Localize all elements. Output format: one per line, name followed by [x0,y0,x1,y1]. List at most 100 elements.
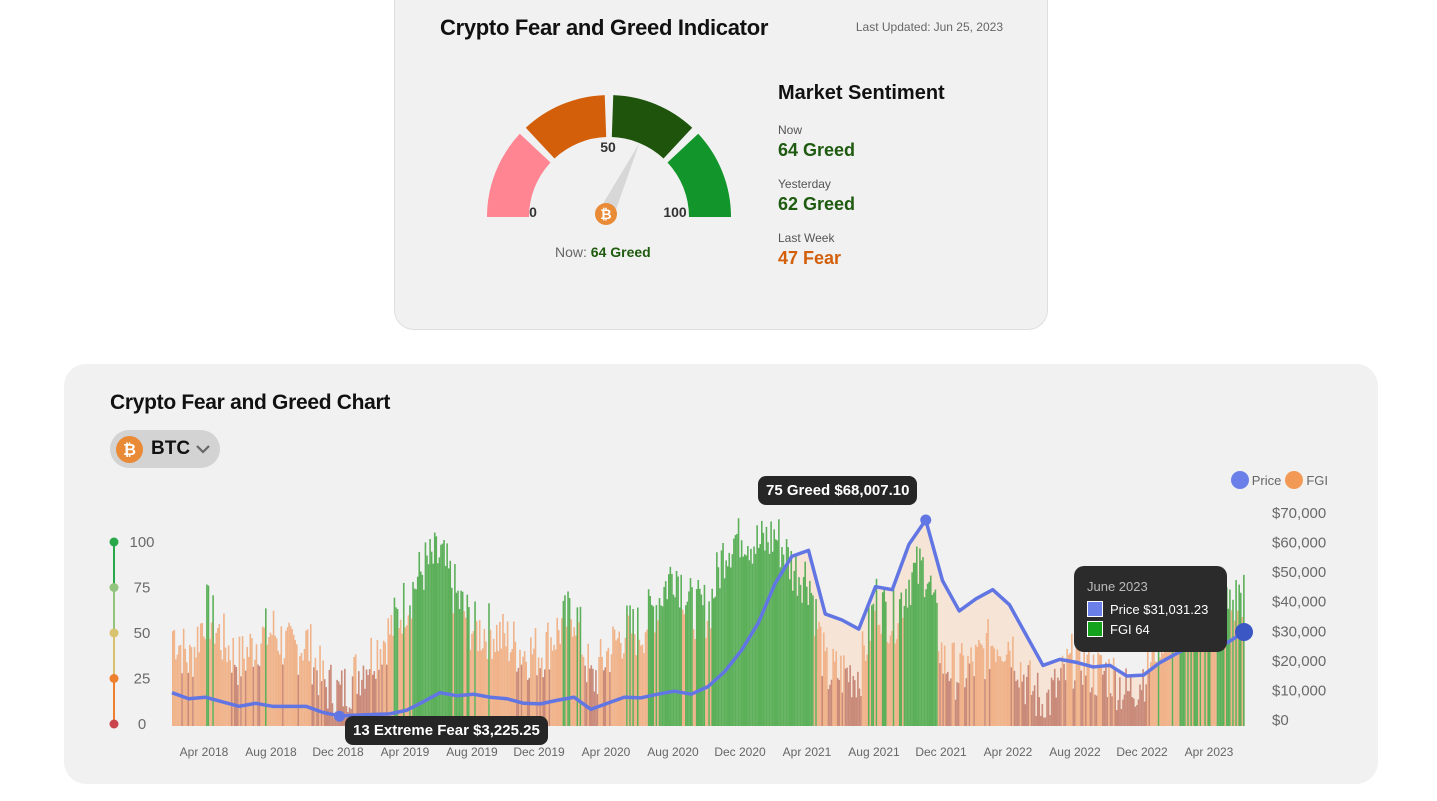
fgi-bar [1022,674,1025,726]
fgi-bar [379,649,382,726]
fgi-bar [545,631,548,726]
fgi-bar [1162,653,1165,726]
fgi-bar [940,642,943,726]
fgi-bar [929,575,932,726]
fgi-bar [874,610,876,726]
fgi-bar [798,577,800,726]
fgi-bar [624,637,627,726]
fgi-bar [1201,638,1203,726]
fgi-bar [480,650,483,726]
fgi-bar [996,649,999,726]
price-highlight-point[interactable] [334,710,345,722]
fgi-bar [615,640,617,726]
fgi-bar [925,589,927,726]
fgi-bar [840,655,842,726]
fgi-bar [255,644,258,726]
fgi-bar [621,658,624,726]
fgi-bar [581,654,583,726]
fgi-bar [886,642,889,726]
fgi-bar [1236,610,1239,726]
fgi-bar [1188,630,1191,726]
fgi-bar [376,639,379,726]
fgi-bar [306,629,309,726]
fgi-bar [457,590,459,726]
chart-title: Crypto Fear and Greed Chart [110,391,391,414]
fgi-bar [247,656,250,726]
fgi-bar [652,606,655,726]
fgi-bar [361,679,363,726]
fgi-bar [1145,684,1147,726]
fgi-bar [514,641,517,726]
price-highlight-point[interactable] [920,514,932,526]
fgi-bar [764,550,766,726]
fgi-bar [488,603,490,726]
sentiment-label: Last Week [778,231,835,245]
legend-fgi-swatch [1285,471,1304,489]
legend-price[interactable]: Price [1230,471,1281,489]
fgi-bar [979,643,982,726]
fgi-bar [1102,674,1104,726]
svg-text:₿: ₿ [123,441,136,459]
gauge-needle [598,143,640,218]
fgi-bar [477,651,479,726]
fgi-bar [869,640,872,726]
fgi-bar [1041,703,1044,726]
fgi-bar [1129,674,1132,726]
fear-greed-chart[interactable]: 100 75 50 25 0 $70,000 $60,000 $50,000 $40,000 $3… [64,364,1378,784]
fgi-bar [371,674,374,726]
fgi-bar [390,614,393,726]
fgi-bar [991,645,994,726]
x-axis-tick-label: Dec 2020 [714,745,766,759]
fgi-bar [1187,602,1189,726]
fgi-bar [863,645,865,726]
fgi-bar [689,578,692,726]
fgi-bar [607,647,610,726]
chart-tooltip: June 2023 Price $31,031.23 FGI 64 [1074,566,1227,652]
fgi-bar [491,658,493,726]
fgi-bar [466,594,469,726]
fgi-bar [461,591,464,726]
fgi-bar [458,609,461,726]
fgi-bar [1148,668,1151,726]
price-highlight-point[interactable] [1235,623,1253,642]
fgi-bar [740,540,743,726]
fgi-bar [1053,668,1056,726]
fgi-bar [389,634,391,726]
legend-fgi[interactable]: FGI [1285,471,1328,489]
fgi-bar [454,564,456,726]
fgi-bar [990,646,992,726]
fgi-bar [703,584,706,726]
fgi-bar [705,637,707,726]
fgi-bar [1137,699,1140,726]
fgi-bar [246,646,248,726]
fgi-bar [289,626,292,726]
fgi-bar [824,651,827,726]
fgi-bar [666,599,669,726]
sentiment-yesterday: Yesterday 62 Greed [778,177,945,215]
fgi-bar [449,560,452,726]
fgi-bar [643,653,645,726]
fgi-bar [928,581,930,726]
fgi-bar [292,634,295,726]
fgi-bar [275,638,278,726]
fgi-bar [258,666,261,726]
fgi-bar [1151,643,1154,726]
fgi-bar [1142,669,1144,726]
fgi-bar [210,622,213,726]
fgi-bar [447,568,450,726]
fgi-bar [190,647,193,726]
fgi-bar [1170,622,1172,726]
fgi-bar [1213,622,1216,726]
fgi-bar [751,563,754,726]
fgi-bar [1098,654,1101,726]
fgi-bar [322,660,324,726]
fgi-bar [1038,697,1041,726]
fgi-bar [844,668,847,726]
fgi-bar [1126,690,1129,726]
fgi-bar [726,566,729,726]
fgi-bar [708,601,710,726]
coin-select-dropdown[interactable]: ₿ BTC [110,430,220,468]
fgi-bar [522,656,524,726]
fgi-bar [765,526,768,726]
fgi-bar [469,649,472,726]
